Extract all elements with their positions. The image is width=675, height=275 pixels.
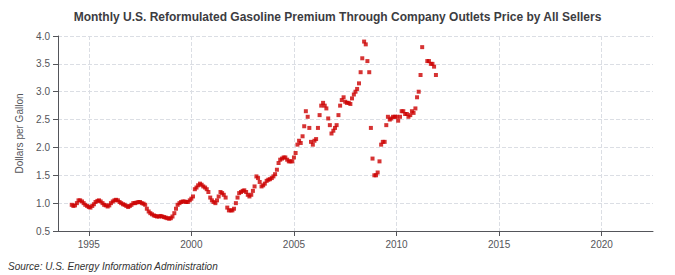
svg-text:Monthly U.S. Reformulated Gaso: Monthly U.S. Reformulated Gasoline Premi… [74, 10, 602, 24]
svg-text:Source: U.S. Energy Informatio: Source: U.S. Energy Information Administ… [8, 261, 218, 272]
svg-text:2.5: 2.5 [36, 114, 50, 125]
svg-text:2000: 2000 [180, 239, 203, 250]
svg-text:2015: 2015 [488, 239, 511, 250]
svg-text:4.0: 4.0 [36, 31, 50, 42]
svg-text:1.5: 1.5 [36, 170, 50, 181]
svg-text:0.5: 0.5 [36, 226, 50, 237]
svg-text:2.0: 2.0 [36, 142, 50, 153]
svg-text:3.0: 3.0 [36, 86, 50, 97]
svg-text:2010: 2010 [385, 239, 408, 250]
svg-text:3.5: 3.5 [36, 58, 50, 69]
svg-text:Dollars per Gallon: Dollars per Gallon [14, 93, 25, 173]
svg-text:2020: 2020 [591, 239, 614, 250]
svg-text:2005: 2005 [283, 239, 306, 250]
svg-text:1.0: 1.0 [36, 198, 50, 209]
svg-text:1995: 1995 [78, 239, 101, 250]
